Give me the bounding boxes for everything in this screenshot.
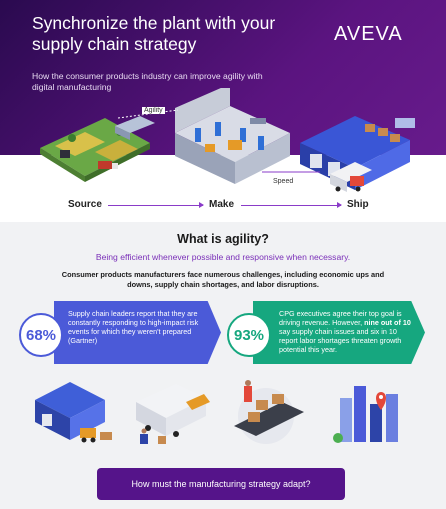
warehouse-forklift-illustration [35,382,112,443]
hero-banner: Synchronize the plant with your supply c… [0,0,446,222]
cta-button[interactable]: How must the manufacturing strategy adap… [97,468,345,500]
flow-arrow-2 [241,202,342,208]
stat-card-2: CPG executives agree their top goal is d… [253,301,425,364]
stat-1-value: 68% [19,313,63,357]
flow-source: Source [68,199,102,210]
stat-1-text: Supply chain leaders report that they ar… [68,309,199,345]
speed-label: Speed [271,178,296,185]
flow-ship: Ship [347,199,369,210]
agility-subtitle: Being efficient whenever possible and re… [95,252,351,262]
city-location-illustration [333,386,398,443]
warehouse-illustration [300,116,415,192]
agility-label: Agility [142,107,165,114]
delivery-truck-illustration [136,384,210,444]
stat-2-text-b: say supply chain issues and six in 10 re… [279,327,402,354]
agility-title: What is agility? [177,232,269,246]
stat-card-1: Supply chain leaders report that they ar… [54,301,221,364]
supply-chain-illustration [40,88,415,192]
farm-illustration [40,116,155,182]
flow-arrow-1 [108,202,204,208]
aveva-logo: AVEVA [334,23,403,45]
factory-illustration [175,88,290,184]
flow-make: Make [209,199,235,210]
hero-subtitle: How the consumer products industry can i… [32,71,263,92]
hero-title: Synchronize the plant with your supply c… [32,13,276,54]
stat-2-text-bold: nine out of 10 [364,318,411,327]
stat-2-text-a: CPG executives agree their top goal is d… [279,309,402,327]
stat-2-value: 93% [227,313,271,357]
production-line-illustration [234,380,304,444]
agility-description: Consumer products manufacturers face num… [61,270,385,289]
